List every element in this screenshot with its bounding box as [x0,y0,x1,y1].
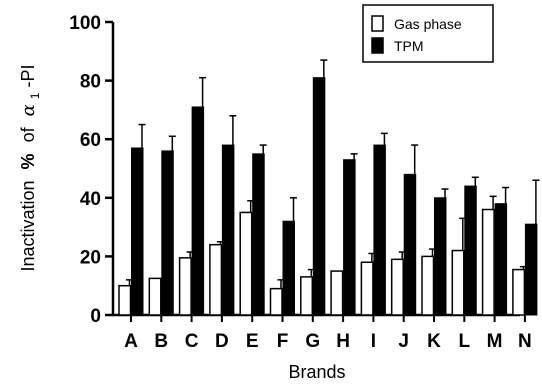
bar-tpm-G [312,77,326,316]
x-tick-label: D [215,331,229,352]
y-axis-title-tail: -PI [18,64,38,87]
y-axis-title-subscript: 1 [28,92,42,99]
x-axis-title: Brands [288,362,345,382]
legend-label-tpm: TPM [394,38,424,54]
bar-tpm-K [434,197,447,316]
x-tick-label: B [154,331,168,352]
bar-gas-phase-C [178,257,192,316]
x-tick-label: F [277,331,289,352]
y-tick-group: 0 20 40 60 80 100 [69,13,113,327]
bar-tpm-C [191,106,205,316]
error-bar-group [126,59,540,289]
x-tick-label: C [185,331,199,352]
x-tick-label: M [487,331,503,352]
bar-gas-phase-I [360,261,374,316]
x-tick-label: A [124,331,138,352]
bar-gas-phase-B [148,277,162,316]
bar-gas-phase-E [239,211,253,316]
bar-gas-phase-L [451,249,465,316]
legend-swatch-tpm [371,37,384,54]
bar-tpm-B [161,150,174,316]
y-axis-title-main: Inactivation [18,180,38,271]
y-tick-label: 100 [69,13,101,34]
y-tick-label: 0 [90,306,101,327]
legend-label-gas-phase: Gas phase [394,16,462,32]
bar-gas-phase-K [421,255,435,316]
y-tick-label: 40 [80,189,101,210]
bar-group [118,77,538,316]
bar-gas-phase-A [118,284,132,316]
y-tick-label: 80 [80,72,101,93]
bar-tpm-A [131,147,144,316]
y-axis-title-of: of [18,126,38,142]
legend: Gas phase TPM [362,4,494,63]
x-tick-label: K [427,331,441,352]
bar-tpm-E [252,153,265,316]
bar-gas-phase-N [512,268,526,316]
legend-swatch-gas-phase [371,15,384,32]
bar-tpm-J [403,173,417,316]
bar-gas-phase-J [390,258,404,316]
y-tick-label: 20 [80,247,101,268]
x-tick-label: I [371,331,376,352]
bar-tpm-N [524,223,538,316]
y-axis-title-alpha: α [18,104,39,116]
bar-gas-phase-H [330,270,344,316]
x-tick-label: G [305,331,320,352]
bar-tpm-D [221,144,235,316]
bar-tpm-I [373,144,386,316]
bar-gas-phase-G [300,276,314,316]
x-tick-label: E [246,331,259,352]
bar-tpm-M [494,203,508,316]
bar-tpm-F [282,220,295,316]
bar-gas-phase-D [209,243,223,316]
bar-tpm-L [464,185,477,316]
x-tick-label: L [458,331,470,352]
x-tick-label: J [398,331,409,352]
bar-gas-phase-F [269,287,283,316]
x-tick-label: H [336,331,350,352]
bar-gas-phase-M [481,208,495,316]
y-axis-title: Inactivation % of α 1 -PI [18,64,43,271]
legend-box [362,4,494,63]
bar-tpm-H [343,159,356,316]
y-tick-label: 60 [80,130,101,151]
y-axis-title-percent: % [18,153,38,169]
x-tick-label: N [518,331,532,352]
